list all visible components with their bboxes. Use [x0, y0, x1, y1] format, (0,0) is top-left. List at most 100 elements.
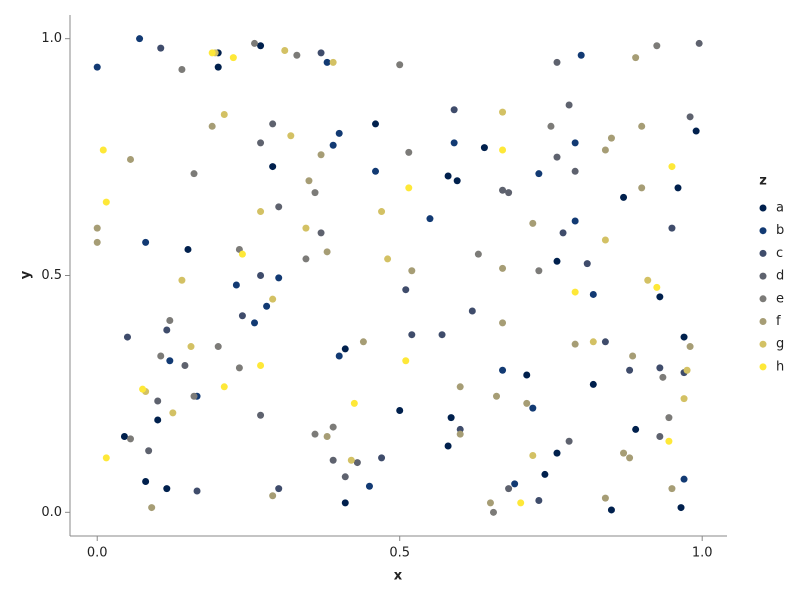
legend-marker	[759, 249, 767, 257]
point	[169, 409, 177, 417]
point	[499, 319, 507, 327]
point	[632, 54, 640, 62]
point	[257, 42, 265, 50]
point	[190, 392, 198, 400]
point	[123, 333, 131, 341]
legend-marker	[759, 295, 767, 303]
point	[281, 47, 289, 55]
point	[656, 293, 664, 301]
point	[275, 485, 283, 493]
point	[251, 39, 259, 47]
point	[208, 122, 216, 130]
point	[468, 307, 476, 315]
point	[553, 257, 561, 265]
point	[378, 208, 386, 216]
point	[695, 39, 703, 47]
point	[656, 433, 664, 441]
point	[620, 449, 628, 457]
point	[329, 141, 337, 149]
legend-marker	[759, 340, 767, 348]
point	[193, 487, 201, 495]
point	[511, 480, 519, 488]
point	[665, 414, 673, 422]
point	[589, 338, 597, 346]
point	[208, 49, 216, 57]
point	[450, 106, 458, 114]
point	[238, 312, 246, 320]
point	[396, 406, 404, 414]
point	[402, 286, 410, 294]
point	[341, 345, 349, 353]
point	[359, 338, 367, 346]
point	[683, 366, 691, 374]
point	[365, 482, 373, 490]
point	[480, 144, 488, 152]
point	[229, 54, 237, 62]
point	[341, 473, 349, 481]
point	[402, 357, 410, 365]
point	[629, 352, 637, 360]
point	[93, 63, 101, 71]
point	[311, 189, 319, 197]
point	[565, 437, 573, 445]
point	[668, 485, 676, 493]
point	[302, 224, 310, 232]
point	[93, 238, 101, 246]
point	[644, 276, 652, 284]
x-axis-label: x	[394, 569, 403, 584]
point	[601, 494, 609, 502]
point	[102, 198, 110, 206]
point	[166, 357, 174, 365]
point	[347, 456, 355, 464]
y-tick-label: 0.0	[41, 505, 62, 520]
point	[220, 383, 228, 391]
point	[148, 504, 156, 512]
point	[257, 361, 265, 369]
legend-title: z	[759, 174, 767, 189]
point	[190, 170, 198, 178]
point	[329, 423, 337, 431]
point	[235, 364, 243, 372]
point	[269, 163, 277, 171]
point	[251, 319, 259, 327]
point	[136, 35, 144, 43]
point	[535, 267, 543, 275]
legend-label: c	[776, 246, 783, 261]
point	[665, 437, 673, 445]
point	[565, 101, 573, 109]
point	[214, 343, 222, 351]
point	[408, 331, 416, 339]
point	[257, 411, 265, 419]
point	[601, 146, 609, 154]
point	[263, 302, 271, 310]
point	[257, 139, 265, 147]
legend-marker	[759, 363, 767, 371]
x-tick-label: 0.0	[87, 546, 108, 561]
point	[474, 250, 482, 258]
point	[571, 340, 579, 348]
point	[317, 151, 325, 159]
point	[139, 385, 147, 393]
point	[589, 380, 597, 388]
point	[238, 250, 246, 258]
point	[142, 478, 150, 486]
point	[447, 414, 455, 422]
point	[257, 208, 265, 216]
legend-label: d	[776, 269, 784, 284]
point	[329, 456, 337, 464]
point	[405, 184, 413, 192]
point	[499, 146, 507, 154]
point	[323, 58, 331, 66]
point	[601, 236, 609, 244]
point	[577, 51, 585, 59]
point	[269, 295, 277, 303]
legend-marker	[759, 227, 767, 235]
point	[275, 203, 283, 211]
point	[99, 146, 107, 154]
point	[505, 189, 513, 197]
point	[293, 51, 301, 59]
point	[583, 260, 591, 268]
point	[680, 395, 688, 403]
point	[653, 283, 661, 291]
point	[287, 132, 295, 140]
